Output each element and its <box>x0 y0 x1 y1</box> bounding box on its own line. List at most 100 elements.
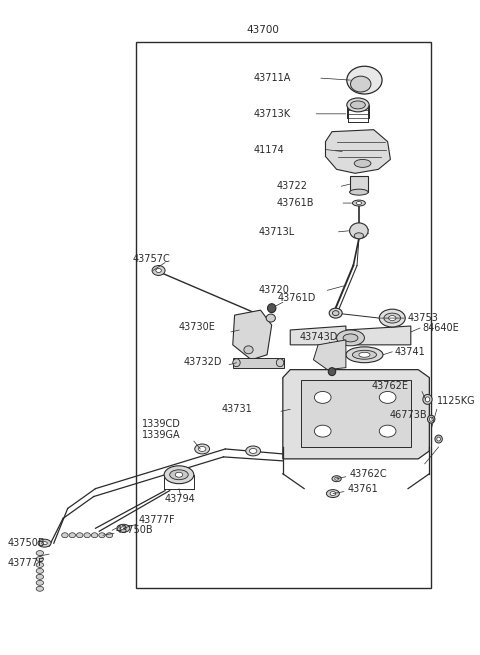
Text: 43761D: 43761D <box>277 293 316 303</box>
Text: 43732D: 43732D <box>184 357 222 367</box>
Text: 43730E: 43730E <box>179 322 216 332</box>
Ellipse shape <box>349 189 368 195</box>
Ellipse shape <box>314 425 331 437</box>
Text: 84640E: 84640E <box>422 323 459 333</box>
Ellipse shape <box>347 66 382 94</box>
Ellipse shape <box>61 533 68 538</box>
Text: 43711A: 43711A <box>253 73 290 83</box>
Polygon shape <box>313 340 346 369</box>
Ellipse shape <box>38 539 51 547</box>
Text: 43713L: 43713L <box>259 227 295 237</box>
Text: 46773B: 46773B <box>389 410 427 421</box>
Ellipse shape <box>36 586 44 591</box>
Ellipse shape <box>428 415 435 423</box>
Ellipse shape <box>84 533 90 538</box>
Text: 43741: 43741 <box>394 346 425 357</box>
Text: 43762E: 43762E <box>372 381 409 392</box>
Ellipse shape <box>69 533 75 538</box>
Text: 1339CD: 1339CD <box>142 419 181 429</box>
Text: 1125KG: 1125KG <box>437 396 475 406</box>
Ellipse shape <box>429 417 433 421</box>
Ellipse shape <box>246 446 261 456</box>
Ellipse shape <box>346 347 383 363</box>
Ellipse shape <box>164 466 194 483</box>
Ellipse shape <box>91 533 98 538</box>
Text: 43757C: 43757C <box>132 253 170 263</box>
Ellipse shape <box>423 394 432 404</box>
Ellipse shape <box>354 233 363 239</box>
Ellipse shape <box>335 477 338 480</box>
Ellipse shape <box>250 449 257 453</box>
Ellipse shape <box>350 101 365 109</box>
Ellipse shape <box>388 316 396 320</box>
Text: 43713K: 43713K <box>253 109 290 119</box>
Ellipse shape <box>36 557 44 561</box>
Ellipse shape <box>384 313 401 323</box>
Polygon shape <box>325 130 390 174</box>
Ellipse shape <box>36 574 44 579</box>
Ellipse shape <box>195 444 210 454</box>
Ellipse shape <box>328 367 336 375</box>
Ellipse shape <box>354 159 371 168</box>
Text: 43750B: 43750B <box>116 525 154 535</box>
Ellipse shape <box>347 98 369 112</box>
Text: 43777F: 43777F <box>138 515 175 525</box>
Text: 43722: 43722 <box>276 181 307 191</box>
Ellipse shape <box>359 352 370 357</box>
Ellipse shape <box>352 350 376 359</box>
Ellipse shape <box>36 569 44 573</box>
Ellipse shape <box>276 359 284 367</box>
Bar <box>349 176 368 192</box>
Ellipse shape <box>198 447 206 451</box>
Text: 43794: 43794 <box>164 493 195 504</box>
Ellipse shape <box>333 310 339 316</box>
Ellipse shape <box>336 330 364 346</box>
Text: 43743D: 43743D <box>300 332 338 342</box>
Ellipse shape <box>379 392 396 403</box>
Text: 43777F: 43777F <box>7 558 44 568</box>
Ellipse shape <box>156 269 161 272</box>
Bar <box>136 43 431 588</box>
Ellipse shape <box>42 542 48 545</box>
Ellipse shape <box>244 346 253 354</box>
Ellipse shape <box>379 425 396 437</box>
Ellipse shape <box>343 334 358 342</box>
Ellipse shape <box>106 533 113 538</box>
Ellipse shape <box>332 476 341 481</box>
Text: 43761B: 43761B <box>276 198 314 208</box>
Text: 43700: 43700 <box>246 24 279 35</box>
Text: 43731: 43731 <box>222 404 252 415</box>
Ellipse shape <box>36 580 44 586</box>
Ellipse shape <box>267 304 276 312</box>
Ellipse shape <box>170 470 188 479</box>
Ellipse shape <box>356 202 361 204</box>
Ellipse shape <box>36 563 44 567</box>
Ellipse shape <box>152 265 165 276</box>
Ellipse shape <box>425 397 430 402</box>
Ellipse shape <box>266 314 276 322</box>
Ellipse shape <box>350 76 371 92</box>
Text: 43753: 43753 <box>407 313 438 323</box>
Text: 1339GA: 1339GA <box>142 430 180 440</box>
Ellipse shape <box>233 359 240 367</box>
Ellipse shape <box>314 392 331 403</box>
Ellipse shape <box>329 308 342 318</box>
Text: 43761: 43761 <box>348 483 379 494</box>
Bar <box>233 358 284 367</box>
Ellipse shape <box>379 309 405 327</box>
Polygon shape <box>233 310 272 360</box>
Ellipse shape <box>117 524 130 533</box>
Ellipse shape <box>120 527 126 530</box>
Polygon shape <box>283 369 429 459</box>
Text: 43762C: 43762C <box>349 469 387 479</box>
Ellipse shape <box>349 223 368 239</box>
Bar <box>301 379 411 447</box>
Ellipse shape <box>76 533 83 538</box>
Text: 43720: 43720 <box>259 286 289 295</box>
Ellipse shape <box>99 533 105 538</box>
Ellipse shape <box>36 551 44 555</box>
Ellipse shape <box>175 472 183 477</box>
Ellipse shape <box>437 437 441 441</box>
Ellipse shape <box>326 490 339 498</box>
Polygon shape <box>290 326 411 345</box>
